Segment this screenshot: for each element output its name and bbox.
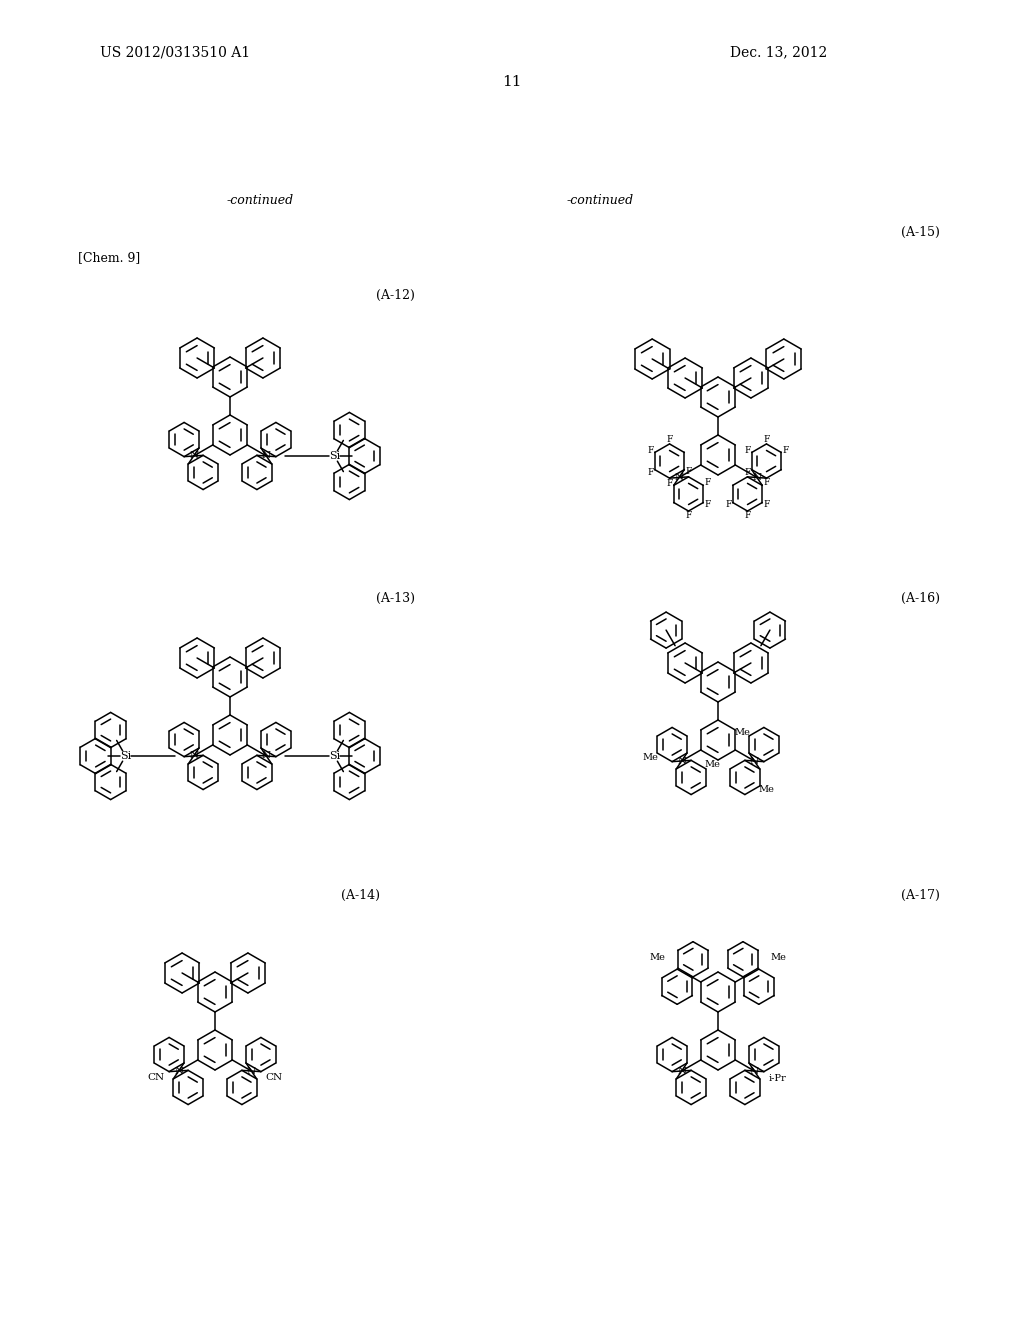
- Text: N: N: [174, 1067, 183, 1076]
- Text: F: F: [744, 467, 751, 477]
- Text: (A-14): (A-14): [341, 888, 380, 902]
- Text: F: F: [705, 500, 711, 510]
- Text: (A-16): (A-16): [901, 591, 940, 605]
- Text: N: N: [677, 756, 686, 766]
- Text: Si: Si: [329, 751, 340, 762]
- Text: (A-17): (A-17): [901, 888, 940, 902]
- Text: F: F: [685, 511, 692, 520]
- Text: -continued: -continued: [566, 194, 634, 206]
- Text: F: F: [763, 434, 770, 444]
- Text: N: N: [189, 751, 199, 760]
- Text: (A-15): (A-15): [901, 226, 940, 239]
- Text: F: F: [685, 467, 692, 477]
- Text: (A-12): (A-12): [376, 289, 415, 301]
- Text: (A-13): (A-13): [376, 591, 415, 605]
- Text: Me: Me: [705, 760, 721, 770]
- Text: F: F: [782, 446, 788, 454]
- Text: N: N: [675, 473, 684, 482]
- Text: N: N: [247, 1067, 256, 1076]
- Text: F: F: [763, 500, 770, 510]
- Text: N: N: [750, 1067, 759, 1076]
- Text: 11: 11: [502, 75, 522, 88]
- Text: Me: Me: [759, 785, 774, 795]
- Text: F: F: [705, 478, 711, 487]
- Text: F: F: [647, 446, 653, 454]
- Text: US 2012/0313510 A1: US 2012/0313510 A1: [100, 45, 250, 59]
- Text: F: F: [667, 479, 673, 487]
- Text: Dec. 13, 2012: Dec. 13, 2012: [730, 45, 827, 59]
- Text: N: N: [262, 751, 271, 760]
- Text: CN: CN: [266, 1073, 283, 1082]
- Text: N: N: [677, 1067, 686, 1076]
- Text: N: N: [750, 756, 759, 766]
- Text: Me: Me: [770, 953, 786, 962]
- Text: F: F: [667, 434, 673, 444]
- Text: F: F: [763, 478, 770, 487]
- Text: N: N: [189, 451, 199, 461]
- Text: Si: Si: [329, 451, 340, 461]
- Text: [Chem. 9]: [Chem. 9]: [78, 252, 140, 264]
- Text: Me: Me: [734, 727, 751, 737]
- Text: F: F: [647, 467, 653, 477]
- Text: F: F: [744, 511, 751, 520]
- Text: Si: Si: [120, 751, 131, 762]
- Text: i-Pr: i-Pr: [769, 1074, 786, 1084]
- Text: N: N: [262, 451, 271, 461]
- Text: Me: Me: [642, 752, 658, 762]
- Text: N: N: [753, 473, 762, 482]
- Text: F: F: [744, 446, 751, 454]
- Text: CN: CN: [147, 1073, 164, 1082]
- Text: Me: Me: [649, 953, 666, 962]
- Text: -continued: -continued: [226, 194, 294, 206]
- Text: F: F: [725, 500, 731, 510]
